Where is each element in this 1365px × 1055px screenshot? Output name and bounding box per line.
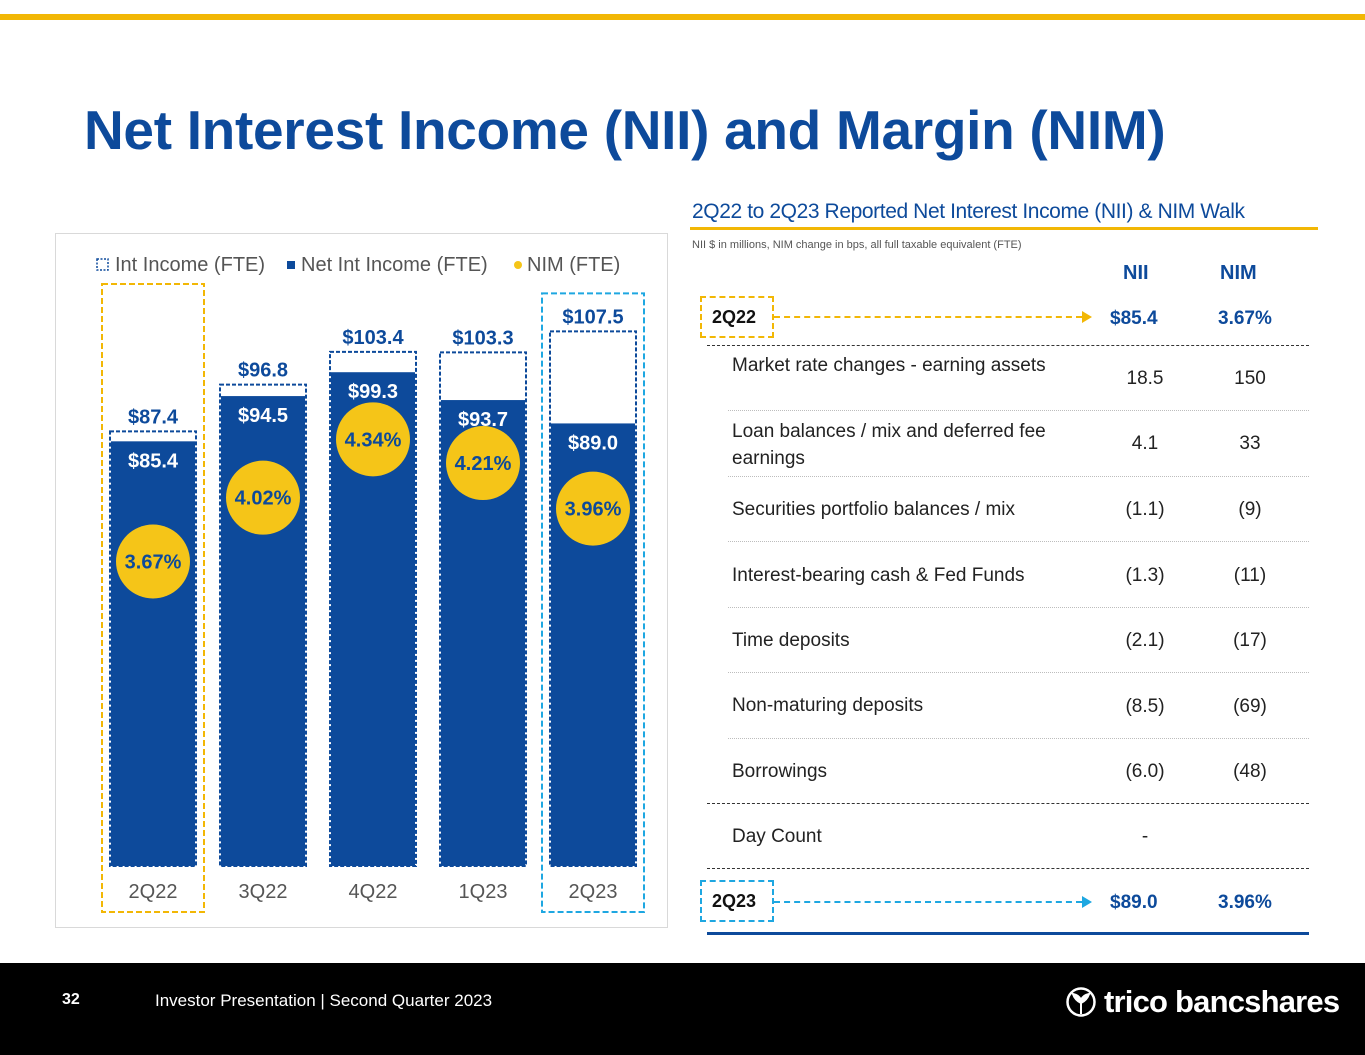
legend-swatch-int-income [96,258,109,271]
data-label-net-int-income: $99.3 [348,381,398,403]
x-tick-label: 3Q22 [239,881,288,903]
walk-row-nim: (11) [1233,565,1267,586]
data-label-net-int-income: $89.0 [568,432,618,454]
row-separator [728,738,1309,739]
column-header-nim: NIM [1220,262,1257,284]
legend-swatch-net-int-income [287,261,295,269]
nim-point [556,471,630,546]
x-tick-label: 1Q23 [459,881,508,903]
walk-bottom-rule [707,932,1309,935]
walk-title: 2Q22 to 2Q23 Reported Net Interest Incom… [692,200,1245,223]
walk-end-nim: 3.96% [1218,892,1272,913]
walk-row-nim: 33 [1239,433,1261,454]
highlight-box-last [541,292,645,913]
walk-end-nii: $89.0 [1110,892,1158,913]
walk-row-label: Interest-bearing cash & Fed Funds [732,565,1025,586]
walk-divider-mid [707,803,1309,804]
nii-chart-panel: Int Income (FTE) Net Int Income (FTE) NIM … [55,233,668,928]
row-separator [728,541,1309,542]
walk-start-nii: $85.4 [1110,308,1158,329]
nim-point [336,402,410,477]
data-label-nim: 4.02% [235,488,292,510]
walk-end-arrow [774,901,1082,903]
nii-nim-bar-chart: Int Income (FTE) Net Int Income (FTE) NIM … [96,254,645,913]
data-label-net-int-income: $93.7 [458,409,508,431]
x-tick-label: 4Q22 [349,881,398,903]
nim-point [446,426,520,501]
walk-row-nim: (69) [1233,696,1267,717]
walk-row-nim: (17) [1233,630,1267,651]
nim-point [116,524,190,599]
walk-row-nii: (1.1) [1125,499,1165,520]
data-label-nim: 4.21% [455,453,512,475]
footer-text: Investor Presentation | Second Quarter 2… [155,991,493,1010]
walk-row-nii: 4.1 [1131,433,1159,454]
walk-start-arrowhead [1082,311,1092,323]
walk-start-nim: 3.67% [1218,308,1272,329]
highlight-box-first [101,283,205,913]
data-label-int-income: $107.5 [562,306,623,328]
walk-start-arrow [774,316,1082,318]
walk-row-label: Non-maturing deposits [732,695,924,716]
data-label-int-income: $103.4 [342,327,404,349]
walk-row-nii: - [1141,826,1149,847]
walk-divider-bottom [707,868,1309,869]
x-tick-label: 2Q23 [569,881,618,903]
x-tick-label: 2Q22 [129,881,178,903]
walk-title-rule [690,227,1318,230]
walk-row-label: Borrowings [732,761,828,782]
walk-end-label: 2Q23 [700,880,774,922]
walk-row-nii: (1.3) [1125,565,1165,586]
walk-row-nii: (6.0) [1125,761,1165,782]
bar-net-int-income [111,441,195,866]
walk-end-arrowhead [1082,896,1092,908]
walk-row-nim: (9) [1238,499,1262,520]
data-label-int-income: $103.3 [452,327,513,349]
legend-label-int-income: Int Income (FTE) [115,254,265,276]
walk-note: NII $ in millions, NIM change in bps, al… [692,239,1022,251]
data-label-nim: 4.34% [345,429,402,451]
data-label-nim: 3.96% [565,499,622,521]
walk-row-label: Securities portfolio balances / mix [732,499,1016,520]
walk-row-nim: (48) [1233,761,1267,782]
walk-divider-top [707,345,1309,346]
page-number: 32 [62,991,80,1008]
data-label-int-income: $96.8 [238,360,288,382]
nim-point [226,460,300,535]
legend-swatch-nim [514,261,522,269]
walk-row-nii: (8.5) [1125,696,1165,717]
walk-row-nii: (2.1) [1125,630,1165,651]
row-separator [728,672,1309,673]
walk-start-label: 2Q22 [700,296,774,338]
row-separator [728,476,1309,477]
data-label-int-income: $87.4 [128,406,179,428]
row-separator [728,410,1309,411]
column-header-nii: NII [1123,262,1149,284]
footer-bar [0,963,1365,1055]
walk-row-label: Day Count [732,826,822,847]
legend-label-net-int-income: Net Int Income (FTE) [301,254,488,276]
company-logo: trico bancshares [1066,982,1340,1022]
data-label-nim: 3.67% [125,552,182,574]
walk-row-nii: 18.5 [1126,368,1164,389]
data-label-net-int-income: $85.4 [128,450,179,472]
legend-label-nim: NIM (FTE) [527,254,620,276]
walk-row-nim: 150 [1234,368,1266,389]
logo-text: trico bancshares [1104,984,1340,1019]
walk-row-label: Market rate changes - earning assets [732,355,1046,376]
data-label-net-int-income: $94.5 [238,405,288,427]
row-separator [728,607,1309,608]
walk-row-label: Time deposits [732,630,850,651]
top-accent-rule [0,14,1365,20]
walk-row-label: Loan balances / mix and deferred fee ear… [732,421,1046,469]
page-title: Net Interest Income (NII) and Margin (NI… [84,99,1166,161]
tree-icon [1066,987,1096,1017]
